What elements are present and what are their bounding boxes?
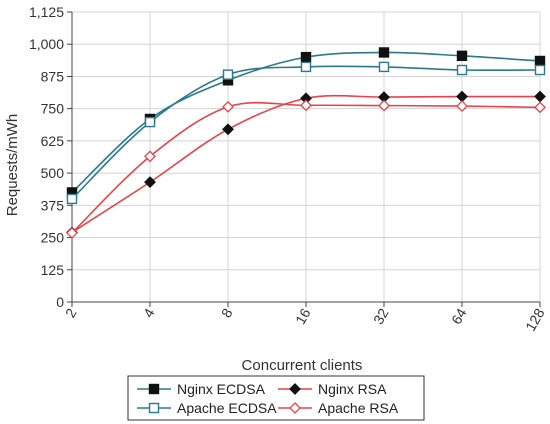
y-tick-label: 625 bbox=[41, 133, 65, 149]
x-tick-label: 64 bbox=[448, 305, 470, 327]
data-point-nginx-ecdsa bbox=[534, 55, 546, 67]
legend-swatch-marker bbox=[148, 402, 160, 414]
data-point-apache-rsa bbox=[456, 100, 468, 113]
data-point-apache-ecdsa bbox=[144, 116, 156, 128]
y-tick-label: 0 bbox=[56, 294, 64, 310]
tick-labels: 0 125 250 375 500 625 750 875 1,000 1,125 2 4 8 16 32 6… bbox=[29, 4, 548, 334]
legend-label: Apache ECDSA bbox=[177, 400, 277, 416]
data-point-apache-rsa bbox=[534, 101, 546, 114]
data-point-apache-ecdsa bbox=[222, 69, 234, 80]
data-point-apache-rsa bbox=[66, 226, 78, 239]
x-tick-label: 2 bbox=[62, 305, 80, 320]
data-point-nginx-rsa bbox=[534, 90, 546, 103]
data-point-apache-ecdsa bbox=[300, 61, 312, 73]
series-apache-ecdsa bbox=[66, 61, 546, 205]
data-point-apache-ecdsa bbox=[534, 64, 546, 76]
data-point-apache-ecdsa bbox=[456, 64, 468, 76]
y-tick-label: 250 bbox=[41, 230, 65, 246]
legend-label: Nginx ECDSA bbox=[177, 381, 266, 397]
legend-box bbox=[127, 375, 425, 421]
data-point-nginx-ecdsa bbox=[300, 51, 312, 63]
series-group bbox=[66, 47, 546, 239]
data-point-nginx-ecdsa bbox=[456, 50, 468, 62]
x-tick-label: 32 bbox=[370, 305, 392, 327]
x-axis-title: Concurrent clients bbox=[242, 357, 363, 374]
legend-swatch-marker bbox=[148, 383, 160, 395]
x-tick-label: 8 bbox=[218, 305, 236, 320]
data-point-nginx-rsa bbox=[144, 176, 156, 189]
y-tick-label: 375 bbox=[41, 197, 65, 213]
data-point-apache-ecdsa bbox=[378, 61, 390, 73]
legend-swatch-marker bbox=[289, 402, 301, 414]
y-tick-label: 750 bbox=[41, 101, 65, 117]
data-point-apache-rsa bbox=[222, 100, 234, 113]
series-apache-rsa bbox=[66, 99, 546, 239]
data-point-apache-rsa bbox=[378, 99, 390, 112]
x-tick-label: 16 bbox=[292, 305, 314, 327]
legend-label: Nginx RSA bbox=[318, 381, 387, 397]
data-point-apache-rsa bbox=[144, 150, 156, 163]
data-point-apache-rsa bbox=[300, 99, 312, 112]
legend-item-nginx-ecdsa: Nginx ECDSA bbox=[137, 381, 266, 397]
data-point-nginx-rsa bbox=[222, 123, 234, 136]
legend-label: Apache RSA bbox=[318, 400, 399, 416]
legend-swatch-marker bbox=[289, 383, 301, 395]
data-point-nginx-rsa bbox=[456, 90, 468, 103]
y-tick-label: 125 bbox=[41, 262, 65, 278]
y-axis-title: Requests/mWh bbox=[4, 114, 21, 217]
legend-item-apache-ecdsa: Apache ECDSA bbox=[137, 400, 277, 416]
y-tick-label: 1,000 bbox=[29, 36, 64, 52]
legend-item-nginx-rsa: Nginx RSA bbox=[278, 381, 387, 397]
data-point-apache-ecdsa bbox=[66, 193, 78, 205]
y-tick-label: 1,125 bbox=[29, 4, 64, 20]
y-tick-label: 500 bbox=[41, 165, 65, 181]
legend-item-apache-rsa: Apache RSA bbox=[278, 400, 399, 416]
data-point-nginx-ecdsa bbox=[378, 47, 390, 58]
legend: Nginx ECDSA Nginx RSA Apache ECDSA Apache R… bbox=[127, 375, 425, 421]
x-tick-label: 4 bbox=[140, 305, 158, 320]
x-tick-label: 128 bbox=[522, 305, 548, 333]
y-tick-label: 875 bbox=[41, 68, 65, 84]
axes bbox=[67, 11, 541, 307]
